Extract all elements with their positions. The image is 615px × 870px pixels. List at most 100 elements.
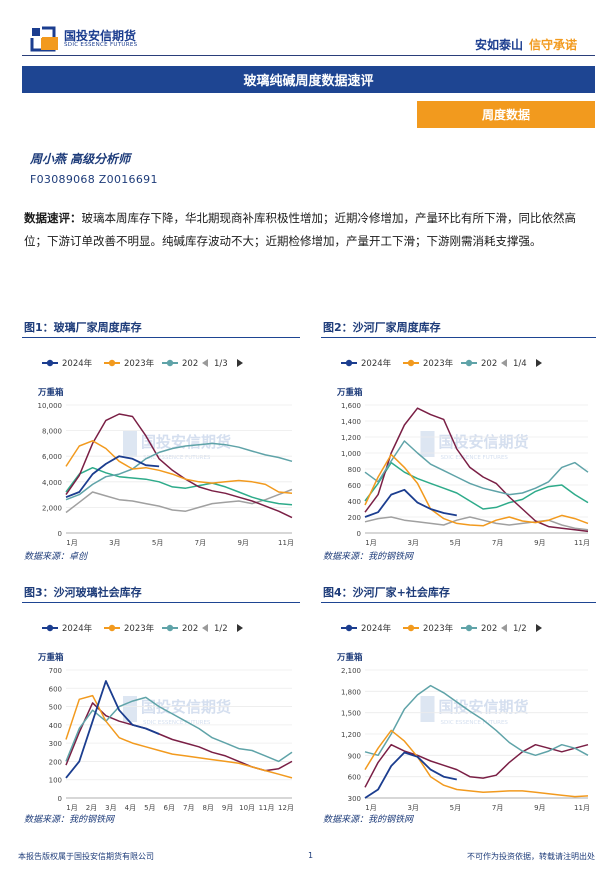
legend-label[interactable]: 2023年 <box>124 358 155 369</box>
legend-label[interactable]: 2024年 <box>361 358 392 369</box>
y-tick-label: 2,100 <box>341 667 361 675</box>
watermark-text: 国投安信期货 <box>439 698 529 716</box>
pager-prev-icon[interactable] <box>202 624 208 632</box>
x-tick-label: 9月 <box>534 539 545 547</box>
series-line-s2024 <box>65 680 160 779</box>
watermark-logo-icon <box>123 696 137 722</box>
x-tick-label: 12月 <box>278 804 294 812</box>
legend-label[interactable]: 202 <box>182 624 198 634</box>
y-tick-label: 300 <box>348 795 361 803</box>
legend-label[interactable]: 2023年 <box>423 623 454 634</box>
legend-label[interactable]: 202 <box>182 359 198 369</box>
chart-source: 数据来源：卓创 <box>24 552 88 562</box>
y-tick-label: 1,200 <box>341 731 361 739</box>
x-tick-label: 5月 <box>152 539 163 547</box>
legend-label[interactable]: 202 <box>481 624 497 634</box>
series-line-s2022 <box>65 442 293 501</box>
chart-panel-3: 图3：沙河玻璃社会库存 2024年 2023年 202 1/2 万重箱 国投安信期货 SDI… <box>22 580 300 830</box>
pager-next-icon[interactable] <box>536 359 542 367</box>
chart-title-rule <box>22 337 300 338</box>
legend-marker <box>108 624 116 632</box>
slogan: 安如泰山 信守承诺 <box>475 36 577 53</box>
legend-marker <box>46 624 54 632</box>
legend-marker <box>407 359 415 367</box>
series-line-s2020 <box>364 461 589 510</box>
legend-pager: 1/3 <box>214 359 228 369</box>
x-tick-label: 9月 <box>534 804 545 812</box>
y-tick-label: 0 <box>357 530 361 538</box>
pager-prev-icon[interactable] <box>202 359 208 367</box>
header-rule <box>22 55 595 56</box>
x-tick-label: 11月 <box>259 804 275 812</box>
x-tick-label: 2月 <box>86 804 97 812</box>
legend-label[interactable]: 2023年 <box>423 358 454 369</box>
y-tick-label: 400 <box>49 722 62 730</box>
series-line-s2022 <box>364 440 589 496</box>
comment-text: 玻璃本周库存下降，华北期现商补库积极性增加；近期冷修增加，产量环比有所下滑，同比… <box>24 211 576 248</box>
chart-title-rule <box>321 602 596 603</box>
series-line-s2023 <box>65 694 293 779</box>
y-tick-label: 600 <box>348 774 361 782</box>
x-tick-label: 9月 <box>222 804 233 812</box>
x-tick-label: 5月 <box>450 804 461 812</box>
y-axis-unit: 万重箱 <box>37 652 64 663</box>
y-tick-label: 0 <box>58 530 62 538</box>
legend-label[interactable]: 2024年 <box>62 358 93 369</box>
footer-copyright: 本报告版权属于国投安信期货有限公司 <box>18 852 154 861</box>
data-comment: 数据速评：玻璃本周库存下降，华北期现商补库积极性增加；近期冷修增加，产量环比有所… <box>24 207 596 253</box>
chart-panel-2: 图2：沙河厂家周度库存 2024年 2023年 202 1/4 万重箱 国投安信期货 SDI… <box>321 315 596 565</box>
y-tick-label: 800 <box>348 466 361 474</box>
footer-disclaimer: 不可作为投资依据，转载请注明出处 <box>467 852 595 861</box>
x-tick-label: 7月 <box>195 539 206 547</box>
y-tick-label: 1,800 <box>341 688 361 696</box>
legend-marker <box>166 624 174 632</box>
slogan-part2: 信守承诺 <box>528 38 577 52</box>
watermark-logo-icon <box>420 696 435 722</box>
analyst-id: F03089068 Z0016691 <box>30 173 158 186</box>
legend-label[interactable]: 2024年 <box>62 623 93 634</box>
page-number: 1 <box>308 851 314 860</box>
series-line-s2021 <box>364 407 589 533</box>
x-tick-label: 10月 <box>239 804 255 812</box>
legend-label[interactable]: 2024年 <box>361 623 392 634</box>
legend-label[interactable]: 2023年 <box>124 623 155 634</box>
y-tick-label: 10,000 <box>38 402 63 410</box>
y-tick-label: 600 <box>348 482 361 490</box>
y-tick-label: 500 <box>49 704 62 712</box>
watermark-subtext: SDIC ESSENCE FUTURES <box>143 720 211 726</box>
series-line-s2022 <box>65 696 293 763</box>
legend-marker <box>407 624 415 632</box>
y-tick-label: 1,200 <box>341 434 361 442</box>
pager-next-icon[interactable] <box>237 359 243 367</box>
y-tick-label: 4,000 <box>42 479 62 487</box>
legend-marker <box>166 359 174 367</box>
x-tick-label: 6月 <box>164 804 175 812</box>
x-tick-label: 3月 <box>407 539 418 547</box>
legend-pager: 1/2 <box>214 624 228 634</box>
pager-next-icon[interactable] <box>237 624 243 632</box>
report-title: 玻璃纯碱周度数据速评 <box>22 66 595 93</box>
watermark-subtext: SDIC ESSENCE FUTURES <box>143 455 211 461</box>
legend-marker <box>465 359 473 367</box>
pager-prev-icon[interactable] <box>501 359 507 367</box>
y-tick-label: 1,400 <box>341 418 361 426</box>
company-logo: 国投安信期货 SDIC ESSENCE FUTURES <box>30 24 180 54</box>
legend-label[interactable]: 202 <box>481 359 497 369</box>
chart-title-rule <box>22 602 300 603</box>
series-line-s2023 <box>364 453 589 527</box>
legend-marker <box>345 359 353 367</box>
y-tick-label: 1,600 <box>341 402 361 410</box>
series-line-s2022 <box>364 684 589 757</box>
pager-prev-icon[interactable] <box>501 624 507 632</box>
x-tick-label: 1月 <box>365 539 376 547</box>
series-line-s2019 <box>65 488 293 514</box>
y-tick-label: 900 <box>348 752 361 760</box>
x-tick-label: 7月 <box>183 804 194 812</box>
series-line-s2020 <box>65 466 293 506</box>
y-tick-label: 300 <box>49 740 62 748</box>
x-tick-label: 3月 <box>407 804 418 812</box>
pager-next-icon[interactable] <box>536 624 542 632</box>
watermark-text: 国投安信期货 <box>141 698 231 716</box>
logo-mark-icon <box>30 26 58 52</box>
